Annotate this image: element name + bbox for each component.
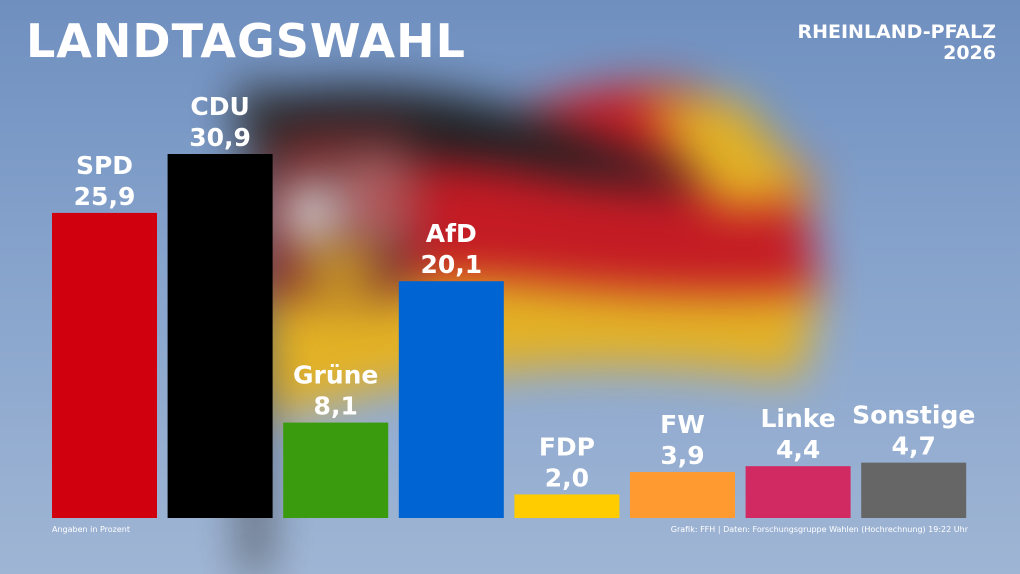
bar-sonstige bbox=[861, 462, 967, 518]
bar-category-label: FW bbox=[660, 410, 705, 439]
bar-spd bbox=[52, 212, 157, 519]
source-credit: Grafik: FFH | Daten: Forschungsgruppe Wa… bbox=[670, 525, 968, 534]
unit-footnote: Angaben in Prozent bbox=[52, 525, 130, 534]
region-label: RHEINLAND-PFALZ 2026 bbox=[797, 22, 996, 64]
bar-value-label: 4,7 bbox=[892, 432, 936, 461]
region-name: RHEINLAND-PFALZ bbox=[797, 21, 996, 43]
bar-fdp bbox=[514, 494, 620, 518]
bar-fw bbox=[630, 472, 735, 518]
bar-category-label: SPD bbox=[76, 151, 133, 180]
bar-afd bbox=[398, 281, 504, 518]
page-title: LANDTAGSWAHL bbox=[26, 14, 466, 68]
bar-category-label: Sonstige bbox=[852, 401, 975, 430]
bar-cdu bbox=[167, 154, 273, 518]
bar-value-label: 20,1 bbox=[420, 250, 482, 279]
bar-value-label: 4,4 bbox=[776, 435, 820, 464]
bar-value-label: 2,0 bbox=[545, 463, 589, 492]
bar-value-label: 3,9 bbox=[660, 441, 704, 470]
bar-category-label: CDU bbox=[190, 92, 249, 121]
bar-category-label: AfD bbox=[426, 219, 477, 248]
bar-grne bbox=[283, 422, 389, 518]
bar-category-label: Grüne bbox=[293, 361, 378, 390]
bar-value-label: 25,9 bbox=[74, 182, 136, 211]
bar-value-label: 8,1 bbox=[314, 392, 358, 421]
bar-linke bbox=[745, 466, 851, 518]
bar-category-label: FDP bbox=[539, 432, 595, 461]
bar-category-label: Linke bbox=[760, 404, 835, 433]
bar-value-label: 30,9 bbox=[189, 123, 251, 152]
region-year: 2026 bbox=[943, 42, 996, 64]
